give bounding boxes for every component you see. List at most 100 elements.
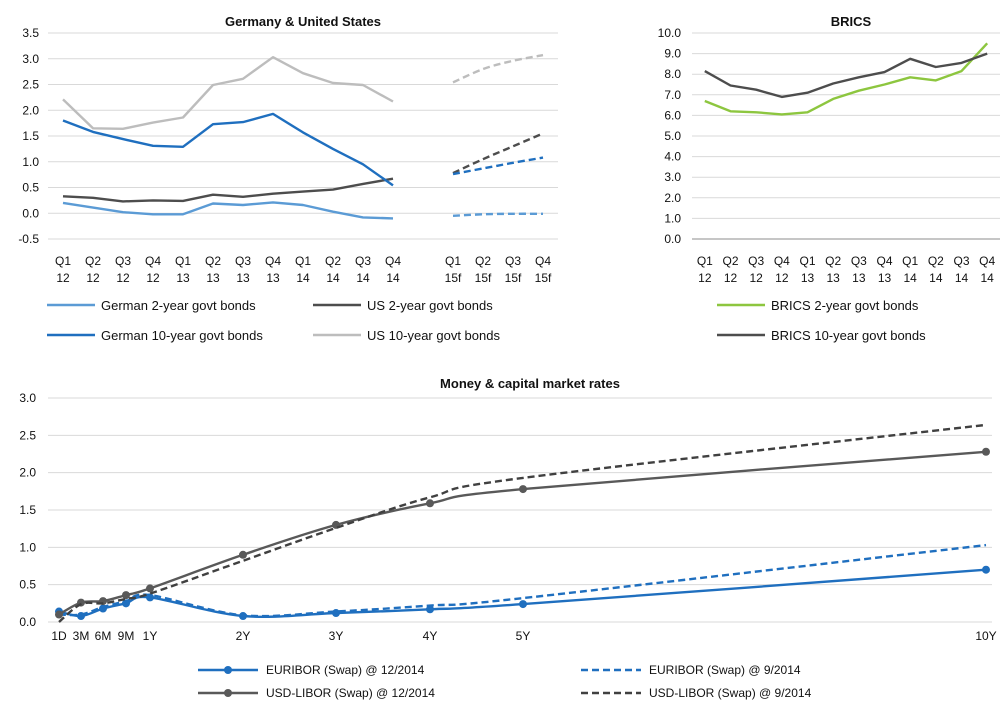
y-tick-label: 0.0 — [664, 232, 681, 246]
x-tick-label: Q1 — [445, 254, 461, 268]
legend-label: US 10-year govt bonds — [367, 328, 500, 343]
x-tick-label: 12 — [56, 271, 70, 285]
data-point-marker — [122, 591, 130, 600]
series-line — [58, 543, 987, 618]
y-tick-label: 1.0 — [664, 211, 681, 225]
x-tick-label: Q3 — [355, 254, 371, 268]
x-tick-label: 13 — [801, 271, 815, 285]
x-tick-label: 13 — [826, 271, 840, 285]
x-tick-label: 14 — [296, 271, 310, 285]
legend-label: US 2-year govt bonds — [367, 298, 493, 313]
x-tick-label: Q3 — [235, 254, 251, 268]
chart-title: Money & capital market rates — [440, 376, 620, 391]
x-tick-label: 14 — [929, 271, 943, 285]
x-tick-label: 12 — [146, 271, 160, 285]
x-tick-label: 12 — [698, 271, 712, 285]
x-tick-label: 12 — [775, 271, 789, 285]
y-tick-label: 2.0 — [19, 466, 36, 480]
y-tick-label: 5.0 — [664, 129, 681, 143]
x-tick-label: Q1 — [902, 254, 918, 268]
series-line — [62, 56, 394, 130]
x-tick-label: 4Y — [423, 629, 438, 643]
x-tick-label: Q2 — [475, 254, 491, 268]
legend-marker — [224, 666, 232, 674]
x-tick-label: 15f — [445, 271, 462, 285]
y-tick-label: 2.0 — [22, 103, 39, 117]
x-tick-label: 14 — [955, 271, 969, 285]
data-point-marker — [519, 600, 527, 609]
data-point-marker — [55, 610, 63, 619]
chart-title: Germany & United States — [225, 14, 381, 29]
x-tick-label: 14 — [326, 271, 340, 285]
y-tick-label: 1.0 — [22, 155, 39, 169]
x-tick-label: Q2 — [325, 254, 341, 268]
x-tick-label: 14 — [386, 271, 400, 285]
y-tick-label: 1.5 — [19, 503, 36, 517]
y-tick-label: 2.5 — [22, 78, 39, 92]
legend-label: EURIBOR (Swap) @ 12/2014 — [266, 663, 425, 677]
x-tick-label: 15f — [535, 271, 552, 285]
series-line — [62, 112, 394, 187]
data-point-marker — [982, 565, 990, 574]
legend-label: German 2-year govt bonds — [101, 298, 256, 313]
legend-label: BRICS 10-year govt bonds — [771, 328, 926, 343]
data-point-marker — [426, 605, 434, 614]
x-tick-label: 13 — [266, 271, 280, 285]
x-tick-label: Q4 — [774, 254, 790, 268]
x-tick-label: 12 — [116, 271, 130, 285]
data-point-marker — [146, 584, 154, 593]
x-tick-label: Q1 — [799, 254, 815, 268]
y-tick-label: 6.0 — [664, 108, 681, 122]
x-tick-label: Q4 — [145, 254, 161, 268]
data-point-marker — [982, 447, 990, 456]
x-tick-label: Q3 — [505, 254, 521, 268]
forecast-line — [452, 53, 544, 84]
x-tick-label: Q1 — [697, 254, 713, 268]
x-tick-label: 13 — [852, 271, 866, 285]
x-tick-label: 6M — [95, 629, 112, 643]
chart-title: BRICS — [831, 14, 872, 29]
chart-brics: BRICS 10.0 9.0 8.0 7.0 6.0 5.0 4.0 3.0 2.0 1.0 0.0… — [658, 14, 1000, 343]
series-line — [58, 450, 987, 616]
y-tick-label: 0.5 — [19, 578, 36, 592]
legend-label: German 10-year govt bonds — [101, 328, 263, 343]
y-tick-label: 0.0 — [19, 615, 36, 629]
x-tick-label: Q1 — [55, 254, 71, 268]
x-tick-label: 1D — [51, 629, 67, 643]
x-tick-label: 12 — [724, 271, 738, 285]
legend-label: BRICS 2-year govt bonds — [771, 298, 919, 313]
y-tick-label: 2.0 — [664, 191, 681, 205]
data-point-marker — [519, 485, 527, 494]
series-line — [62, 201, 394, 220]
y-tick-label: 3.0 — [22, 52, 39, 66]
legend-label: USD-LIBOR (Swap) @ 9/2014 — [649, 686, 812, 700]
legend-label: USD-LIBOR (Swap) @ 12/2014 — [266, 686, 435, 700]
chart-money-capital-rates: Money & capital market rates 3.0 2.5 2.0 1.… — [19, 376, 996, 700]
forecast-line — [452, 212, 544, 217]
y-tick-label: 2.5 — [19, 428, 36, 442]
x-tick-label: 14 — [980, 271, 994, 285]
x-tick-label: Q4 — [979, 254, 995, 268]
y-tick-label: 3.5 — [22, 26, 39, 40]
x-tick-label: Q2 — [825, 254, 841, 268]
x-tick-label: 3M — [73, 629, 90, 643]
x-tick-label: 13 — [206, 271, 220, 285]
data-point-marker — [332, 609, 340, 618]
y-tick-label: 10.0 — [658, 26, 682, 40]
x-tick-label: 13 — [176, 271, 190, 285]
x-tick-label: 15f — [505, 271, 522, 285]
x-tick-label: 12 — [749, 271, 763, 285]
y-tick-label: 3.0 — [664, 170, 681, 184]
y-tick-label: 0.5 — [22, 181, 39, 195]
x-tick-label: Q1 — [175, 254, 191, 268]
forecast-line — [452, 132, 544, 175]
x-tick-label: Q2 — [85, 254, 101, 268]
x-tick-label: Q3 — [748, 254, 764, 268]
y-tick-label: 4.0 — [664, 150, 681, 164]
x-tick-label: 14 — [356, 271, 370, 285]
x-tick-label: Q3 — [953, 254, 969, 268]
y-tick-label: 1.5 — [22, 129, 39, 143]
x-tick-label: 3Y — [329, 629, 344, 643]
y-tick-label: 1.0 — [19, 540, 36, 554]
